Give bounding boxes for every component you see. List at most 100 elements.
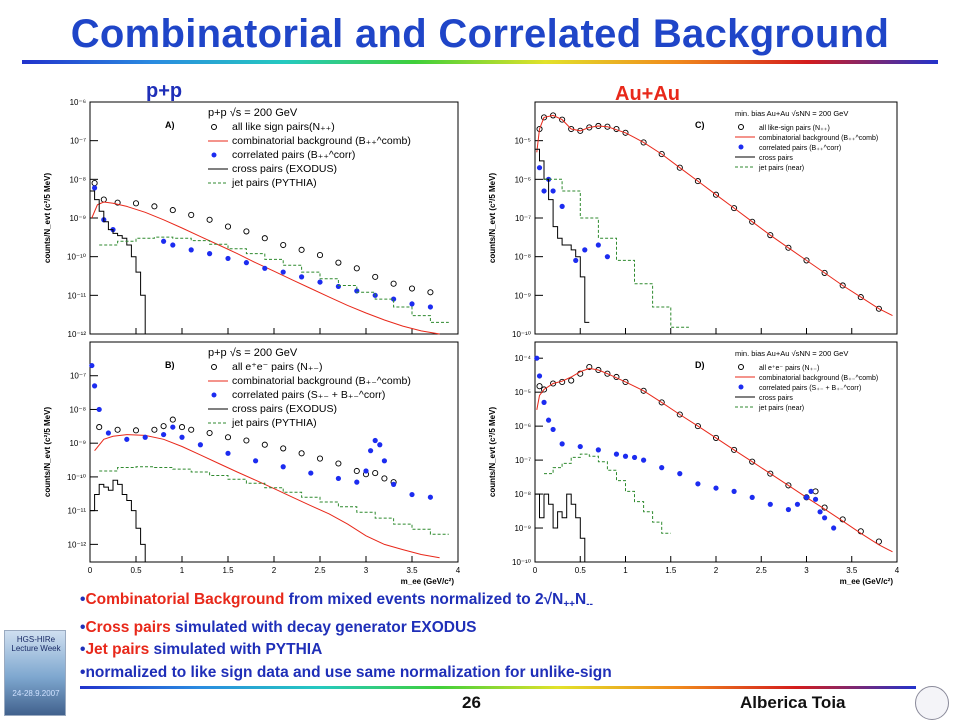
data-point	[794, 501, 801, 507]
legend-marker	[738, 364, 744, 370]
data-point	[831, 525, 837, 531]
y-tick-label: 10⁻⁸	[70, 175, 87, 184]
data-point	[559, 203, 565, 209]
data-point	[243, 260, 249, 266]
legend-entry: cross pairs	[759, 395, 793, 402]
data-point	[550, 426, 556, 433]
data-point	[631, 454, 638, 461]
data-point	[817, 509, 823, 515]
bullet-text: simulated with PYTHIA	[149, 641, 323, 658]
data-point	[161, 431, 167, 438]
series-line	[535, 148, 590, 323]
data-point	[114, 426, 121, 433]
data-point	[541, 399, 547, 405]
data-point	[803, 494, 810, 500]
series-line	[99, 466, 449, 535]
data-point	[550, 188, 556, 194]
legend-marker	[738, 384, 744, 390]
x-axis-label: m_ee (GeV/c²)	[840, 577, 894, 586]
data-point	[206, 216, 213, 223]
data-point	[695, 481, 701, 487]
legend-entry: combinatorial background (B₊₋^comb)	[232, 375, 411, 387]
y-tick-label: 10⁻⁸	[70, 405, 87, 414]
series-line	[91, 201, 440, 335]
legend-marker	[211, 152, 217, 158]
data-point	[713, 485, 719, 491]
data-point	[391, 296, 397, 302]
data-point	[243, 437, 250, 444]
data-point	[536, 373, 543, 379]
panel-tag: D)	[695, 360, 705, 370]
y-tick-label: 10⁻⁹	[514, 524, 531, 533]
series-line	[94, 434, 440, 559]
data-point	[179, 434, 185, 440]
data-point	[541, 188, 547, 194]
data-point	[170, 242, 176, 248]
data-point	[188, 247, 194, 253]
data-point	[262, 265, 268, 271]
data-point	[582, 247, 588, 253]
data-point	[749, 494, 755, 500]
page-title: Combinatorial and Correlated Background	[70, 12, 890, 56]
y-tick-label: 10⁻¹¹	[68, 507, 87, 516]
y-tick-label: 10⁻⁷	[70, 137, 86, 146]
bullet-item: •Jet pairs simulated with PYTHIA	[80, 641, 323, 658]
data-point	[559, 441, 565, 447]
y-tick-label: 10⁻¹²	[68, 540, 87, 549]
data-point	[298, 246, 305, 253]
data-point	[767, 501, 773, 507]
y-tick-label: 10⁻⁸	[515, 253, 532, 262]
data-point	[677, 471, 683, 477]
x-tick-label: 1.5	[222, 566, 234, 575]
data-point	[822, 515, 828, 521]
data-point	[427, 304, 433, 310]
data-point	[188, 211, 195, 218]
legend-entry: cross pairs (EXODUS)	[232, 403, 337, 415]
legend-entry: correlated pairs (B₊₊^corr)	[232, 149, 355, 161]
y-tick-label: 10⁻¹¹	[68, 291, 87, 300]
y-tick-label: 10⁻¹²	[68, 330, 87, 339]
legend-header: p+p √s = 200 GeV	[208, 107, 298, 119]
bullet-item: •Cross pairs simulated with decay genera…	[80, 618, 477, 636]
data-point	[377, 442, 383, 448]
y-tick-label: 10⁻⁵	[515, 137, 531, 146]
x-tick-label: 3	[364, 566, 369, 575]
data-point	[299, 274, 305, 280]
data-point	[390, 280, 397, 287]
legend-marker	[211, 364, 217, 370]
data-point	[604, 254, 611, 260]
data-point	[408, 285, 416, 292]
legend-entry: jet pairs (PYTHIA)	[231, 177, 317, 189]
y-tick-label: 10⁻⁷	[70, 372, 86, 381]
legend-entry: correlated pairs (S₊₋ + B₊₋^corr)	[232, 389, 385, 401]
data-point	[261, 441, 268, 448]
data-point	[534, 355, 540, 361]
bullet-text: ++	[563, 599, 576, 610]
data-point	[308, 470, 314, 476]
data-point	[169, 207, 176, 214]
page-number: 26	[462, 693, 481, 712]
data-point	[160, 423, 167, 430]
data-point	[391, 481, 397, 487]
series-line	[536, 114, 893, 317]
data-point	[151, 203, 158, 210]
legend-marker	[211, 124, 217, 130]
data-point	[91, 180, 98, 187]
legend-entry: correlated pairs (B₊₊^corr)	[759, 145, 841, 152]
legend-header: min. bias Au+Au √sNN = 200 GeV	[735, 109, 848, 118]
bullet-item: •normalized to like sign data and use sa…	[80, 663, 612, 681]
y-tick-label: 10⁻¹⁰	[512, 330, 531, 339]
data-point	[124, 436, 130, 442]
panel-tag: B)	[165, 360, 175, 370]
x-tick-label: 1	[180, 566, 185, 575]
data-point	[280, 445, 287, 452]
data-point	[545, 417, 552, 423]
x-tick-label: 0.5	[130, 566, 142, 575]
bullet-text: normalized to like sign data and use sam…	[85, 663, 612, 681]
x-axis-label: m_ee (GeV/c²)	[401, 577, 455, 586]
legend-entry: correlated pairs (S₊₋ + B₊₋^corr)	[759, 385, 861, 392]
legend-entry: all like-sign pairs (N₊₊)	[759, 125, 830, 132]
data-point	[372, 470, 379, 477]
x-tick-label: 1.5	[665, 566, 677, 575]
data-point	[197, 442, 203, 448]
